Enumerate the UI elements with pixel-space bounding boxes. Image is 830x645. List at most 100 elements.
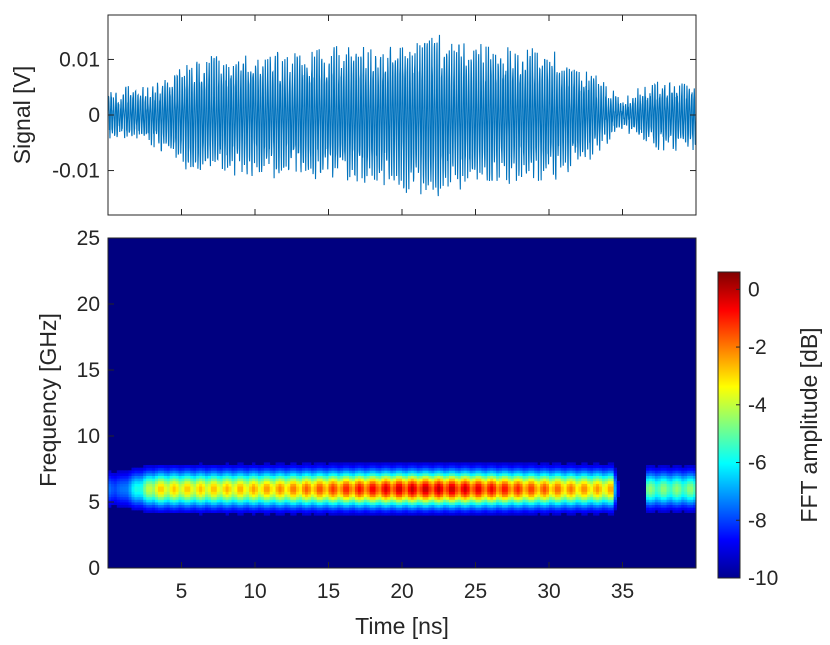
heatmap-cell [357,480,362,484]
heatmap-cell [196,472,200,476]
heatmap-cell [169,475,174,479]
heatmap-cell [410,491,415,495]
heatmap-cell [287,491,291,495]
heatmap-cell [519,488,523,492]
heatmap-cell [687,470,691,474]
heatmap-cell [152,467,156,471]
colorbar-tick-label: -10 [748,567,778,590]
spectrogram-x-tick-label: 5 [176,580,188,603]
heatmap-cell [393,486,397,490]
heatmap-cell [543,486,547,490]
heatmap-cell [613,502,618,506]
heatmap-cell [460,504,465,508]
heatmap-cell [331,509,335,513]
heatmap-cell [219,502,224,506]
heatmap-cell [578,502,582,506]
heatmap-cell [454,494,459,498]
heatmap-cell [581,504,585,508]
heatmap-cell [157,470,162,474]
heatmap-cell [687,507,691,511]
heatmap-cell [546,494,550,498]
heatmap-cell [172,480,177,484]
heatmap-cell [610,499,615,503]
heatmap-cell [113,478,118,482]
heatmap-cell [666,480,670,484]
heatmap-cell [549,496,553,500]
heatmap-cell [143,470,147,474]
heatmap-cell [443,486,447,490]
heatmap-cell [378,488,382,492]
heatmap-cell [205,478,209,482]
heatmap-cell [369,467,373,471]
heatmap-cell [472,491,476,495]
heatmap-cell [507,483,512,487]
heatmap-cell [287,475,291,479]
heatmap-cell [663,465,667,469]
heatmap-cell [440,465,444,469]
heatmap-cell [175,486,179,490]
heatmap-cell [493,512,497,516]
heatmap-cell [463,486,468,490]
heatmap-cell [528,488,532,492]
heatmap-cell [190,472,194,476]
heatmap-cell [240,478,244,482]
heatmap-cell [255,502,259,506]
heatmap-cell [449,504,453,508]
heatmap-cell [525,480,529,484]
heatmap-cell [354,478,359,482]
heatmap-cell [681,486,685,490]
heatmap-cell [687,496,691,500]
heatmap-cell [178,467,182,471]
heatmap-cell [440,486,444,490]
heatmap-cell [537,502,541,506]
heatmap-cell [543,504,547,508]
heatmap-cell [690,494,694,498]
heatmap-cell [378,486,382,490]
heatmap-cell [216,488,221,492]
heatmap-cell [566,496,570,500]
heatmap-cell [598,494,603,498]
heatmap-cell [528,486,532,490]
heatmap-cell [337,504,341,508]
heatmap-cell [604,509,609,513]
heatmap-cell [557,480,562,484]
heatmap-cell [463,480,468,484]
heatmap-cell [569,509,573,513]
heatmap-cell [551,504,556,508]
heatmap-cell [343,486,347,490]
heatmap-cell [384,496,388,500]
heatmap-cell [454,509,459,513]
heatmap-cell [684,494,688,498]
heatmap-cell [272,483,276,487]
heatmap-cell [272,502,276,506]
heatmap-cell [563,491,568,495]
heatmap-cell [316,502,321,506]
heatmap-cell [510,462,515,466]
heatmap-cell [237,478,241,482]
heatmap-cell [646,478,650,482]
heatmap-cell [140,499,144,503]
heatmap-cell [525,472,529,476]
heatmap-cell [440,512,444,516]
heatmap-cell [199,472,203,476]
heatmap-cell [493,472,497,476]
heatmap-cell [560,486,565,490]
heatmap-cell [325,499,329,503]
heatmap-cell [657,480,662,484]
heatmap-cell [199,504,203,508]
heatmap-cell [416,465,421,469]
heatmap-cell [422,483,426,487]
heatmap-cell [257,494,262,498]
heatmap-cell [413,499,418,503]
heatmap-cell [266,472,271,476]
heatmap-cell [193,496,197,500]
heatmap-cell [228,491,232,495]
heatmap-cell [108,499,112,503]
heatmap-cell [504,465,509,469]
heatmap-cell [648,478,653,482]
heatmap-cell [428,502,432,506]
heatmap-cell [281,509,285,513]
heatmap-cell [416,502,421,506]
heatmap-cell [175,509,179,513]
heatmap-cell [325,488,329,492]
